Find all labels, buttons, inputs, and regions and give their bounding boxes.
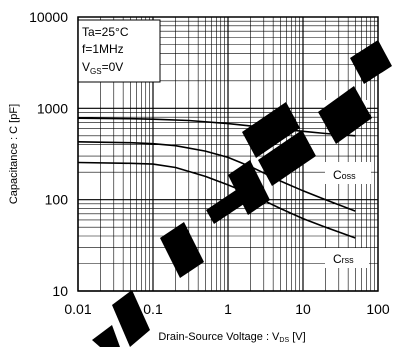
x-tick-label: 0.1 [143,301,163,317]
x-axis-title-sub: DS [279,337,289,344]
condition-vgs-main: V [82,60,90,74]
y-tick-label: 10 [52,283,68,299]
x-axis-title-main: Drain-Source Voltage : V [158,331,280,343]
curve-label-crss-main: C [333,252,342,266]
curve-label-coss: Coss [325,162,371,184]
x-tick-label: 1 [224,301,232,317]
x-tick-label: 10 [295,301,311,317]
svg-text:Crss: Crss [333,252,354,266]
x-tick-labels: 0.01 0.1 1 10 100 [64,301,390,317]
y-tick-label: 1000 [37,100,68,116]
x-axis-title-unit: [V] [289,331,306,343]
not-recommended-watermark [92,40,392,347]
curve-label-crss-sub: rss [342,255,354,265]
series-line-crss [77,161,356,239]
y-axis-title: Capacitance : C [pF] [8,104,20,204]
curve-label-coss-main: C [333,168,342,182]
plot-frame [77,16,379,292]
x-tick-label: 0.01 [64,301,91,317]
condition-vgs: VGS=0V [82,60,123,76]
series-lines [77,117,356,239]
y-tick-labels: 10 100 1000 10000 [29,9,68,299]
x-tick-label: 100 [366,301,390,317]
condition-temperature: Ta=25°C [82,25,129,39]
y-tick-label: 10000 [29,9,68,25]
curve-label-crss: Crss [325,248,369,268]
svg-text:Coss: Coss [333,168,356,182]
y-tick-label: 100 [45,192,69,208]
condition-vgs-sub: GS [90,67,102,76]
series-line-ciss [77,117,356,137]
condition-vgs-rest: =0V [102,60,124,74]
conditions-box: Ta=25°C f=1MHz VGS=0V [77,19,161,83]
x-axis-title: Drain-Source Voltage : VDS [V] [158,331,305,344]
condition-frequency: f=1MHz [82,42,124,56]
curve-label-coss-sub: oss [342,171,357,181]
series-line-coss [77,141,356,212]
